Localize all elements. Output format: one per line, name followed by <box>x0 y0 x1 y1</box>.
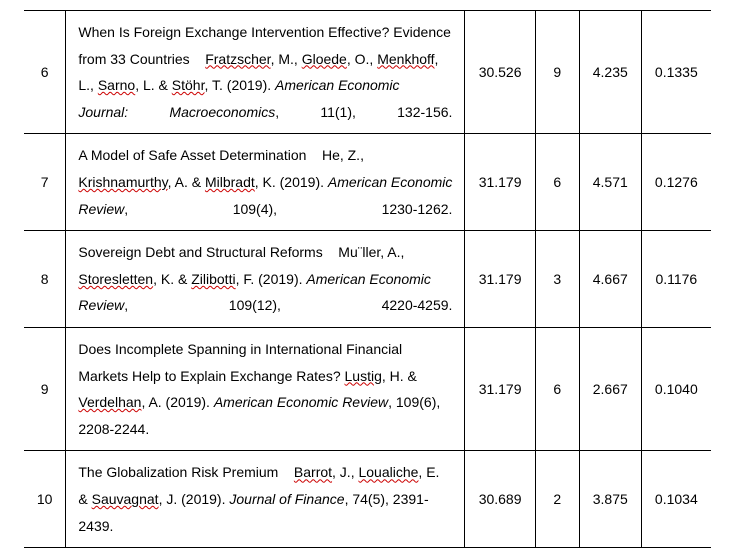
value-4: 0.1176 <box>641 231 711 328</box>
value-1: 31.179 <box>465 134 535 231</box>
table-row: 7 A Model of Safe Asset Determination He… <box>24 134 711 231</box>
row-number: 10 <box>24 451 66 548</box>
ref-tail: , 11(1), 132-156. <box>275 104 452 120</box>
ref-tail: , 109(12), 4220-4259. <box>124 297 452 313</box>
row-number: 9 <box>24 327 66 450</box>
value-2: 9 <box>535 11 579 134</box>
title-text: A Model of Safe Asset Determination <box>78 147 306 163</box>
row-number: 8 <box>24 231 66 328</box>
value-1: 31.179 <box>465 231 535 328</box>
title-text: Sovereign Debt and Structural Reforms <box>78 244 322 260</box>
value-3: 2.667 <box>579 327 641 450</box>
value-2: 6 <box>535 327 579 450</box>
value-3: 4.667 <box>579 231 641 328</box>
citation-cell: Sovereign Debt and Structural Reforms Mu… <box>66 231 465 328</box>
citation-cell: A Model of Safe Asset Determination He, … <box>66 134 465 231</box>
value-4: 0.1040 <box>641 327 711 450</box>
references-table: 6 When Is Foreign Exchange Intervention … <box>24 10 711 548</box>
value-1: 30.689 <box>465 451 535 548</box>
row-number: 6 <box>24 11 66 134</box>
value-4: 0.1335 <box>641 11 711 134</box>
value-2: 3 <box>535 231 579 328</box>
journal-text: American Economic Review <box>214 394 388 410</box>
row-number: 7 <box>24 134 66 231</box>
value-4: 0.1276 <box>641 134 711 231</box>
title-text: The Globalization Risk Premium <box>78 464 278 480</box>
citation-cell: The Globalization Risk Premium Barrot, J… <box>66 451 465 548</box>
table-row: 9 Does Incomplete Spanning in Internatio… <box>24 327 711 450</box>
journal-text: Journal of Finance <box>229 491 344 507</box>
value-3: 4.235 <box>579 11 641 134</box>
table-body: 6 When Is Foreign Exchange Intervention … <box>24 11 711 548</box>
value-1: 31.179 <box>465 327 535 450</box>
citation-cell: When Is Foreign Exchange Intervention Ef… <box>66 11 465 134</box>
table-row: 10 The Globalization Risk Premium Barrot… <box>24 451 711 548</box>
ref-tail: , 109(4), 1230-1262. <box>124 201 452 217</box>
value-2: 2 <box>535 451 579 548</box>
value-2: 6 <box>535 134 579 231</box>
table-row: 6 When Is Foreign Exchange Intervention … <box>24 11 711 134</box>
value-1: 30.526 <box>465 11 535 134</box>
table-row: 8 Sovereign Debt and Structural Reforms … <box>24 231 711 328</box>
value-3: 3.875 <box>579 451 641 548</box>
value-4: 0.1034 <box>641 451 711 548</box>
citation-cell: Does Incomplete Spanning in Internationa… <box>66 327 465 450</box>
value-3: 4.571 <box>579 134 641 231</box>
